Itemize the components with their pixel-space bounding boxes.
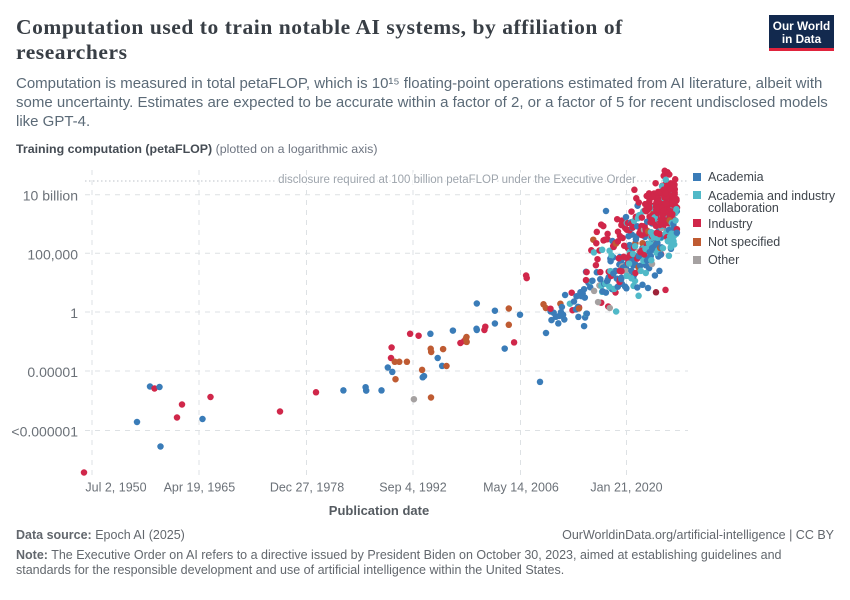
svg-text:0.00001: 0.00001 <box>27 364 78 380</box>
svg-text:Publication date: Publication date <box>329 503 429 518</box>
svg-text:Dec 27, 1978: Dec 27, 1978 <box>270 481 344 495</box>
svg-text:100,000: 100,000 <box>27 246 78 262</box>
svg-text:1: 1 <box>70 305 78 321</box>
svg-text:Sep 4, 1992: Sep 4, 1992 <box>379 481 446 495</box>
svg-text:Jul 2, 1950: Jul 2, 1950 <box>85 481 146 495</box>
svg-text:Jan 21, 2020: Jan 21, 2020 <box>590 481 662 495</box>
svg-text:<0.000001: <0.000001 <box>11 424 78 440</box>
svg-text:May 14, 2006: May 14, 2006 <box>483 481 559 495</box>
svg-text:disclosure required at 100 bil: disclosure required at 100 billion petaF… <box>278 174 636 186</box>
svg-text:Apr 19, 1965: Apr 19, 1965 <box>164 481 236 495</box>
svg-text:10 billion: 10 billion <box>23 188 78 204</box>
